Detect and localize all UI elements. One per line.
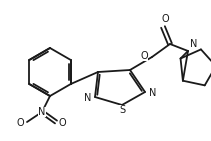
Text: N: N xyxy=(190,39,197,49)
Text: N: N xyxy=(84,93,91,103)
Text: O: O xyxy=(59,118,67,128)
Text: N: N xyxy=(149,88,156,98)
Text: S: S xyxy=(119,105,125,115)
Text: N: N xyxy=(38,107,46,117)
Text: O: O xyxy=(161,14,169,24)
Text: O: O xyxy=(140,51,148,61)
Text: O: O xyxy=(16,118,24,128)
